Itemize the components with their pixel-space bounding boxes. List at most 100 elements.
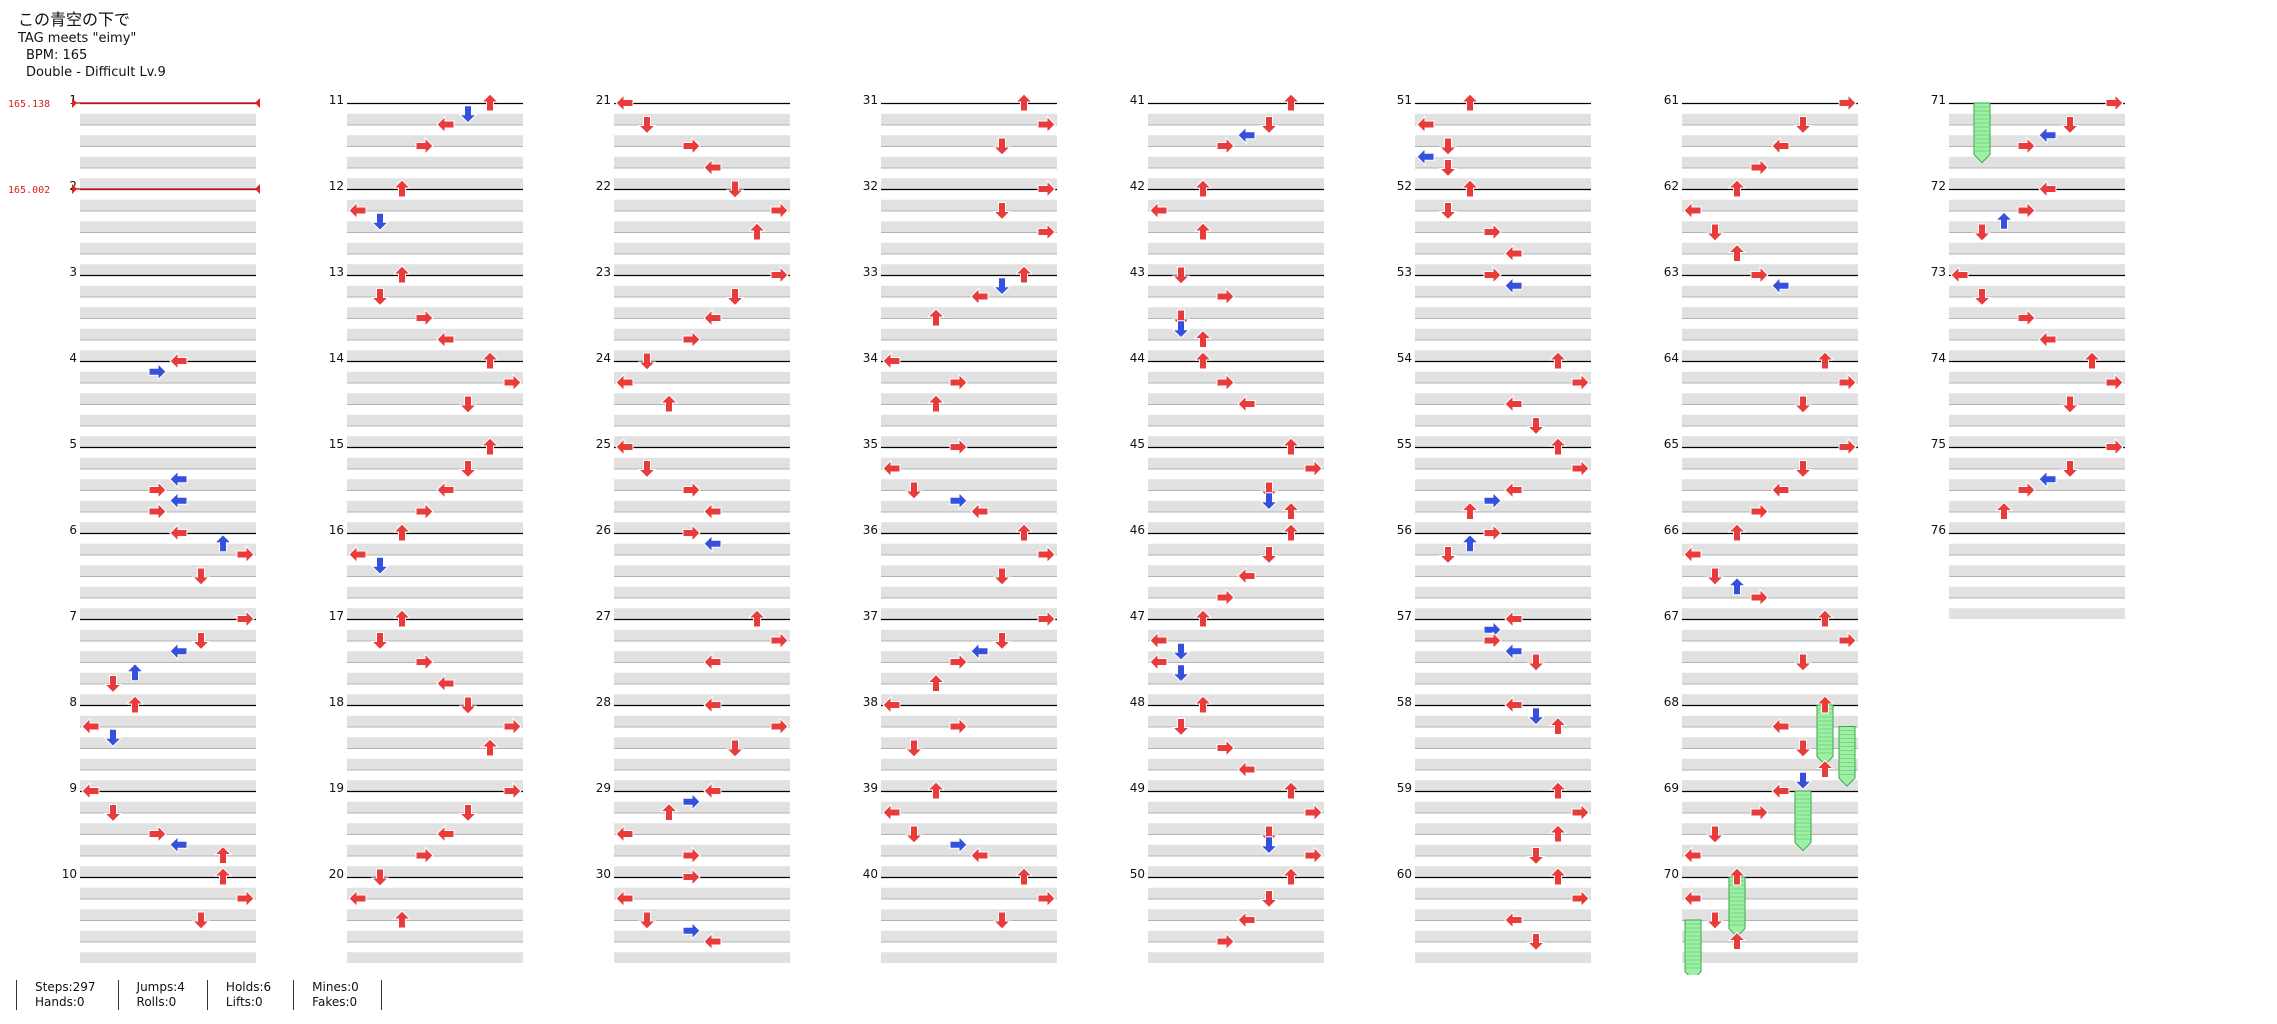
difficulty-label: Double - Difficult Lv.9 [26, 65, 166, 80]
beat-stripe [80, 952, 256, 963]
step-arrow-icon [1504, 244, 1523, 263]
step-arrow-icon [1037, 179, 1056, 199]
step-arrow-icon [236, 889, 255, 908]
beat-stripe [881, 328, 1057, 340]
measure-number: 54 [1397, 351, 1412, 365]
beat-stripe [1148, 264, 1324, 275]
measure-block: 19 [329, 781, 523, 877]
step-arrow-icon [1460, 179, 1480, 198]
measure-number: 36 [863, 523, 878, 537]
measure-block: 25 [596, 437, 790, 533]
step-chart: 1234567891011121314151617181920212223242… [8, 93, 2125, 975]
measure-number: 37 [863, 609, 878, 623]
beat-stripe [881, 608, 1057, 619]
beat-stripe [1415, 887, 1591, 899]
beat-stripe [80, 694, 256, 705]
measure-number: 60 [1397, 867, 1412, 881]
step-arrow-icon [1683, 846, 1702, 865]
beat-stripe [881, 285, 1057, 297]
beat-stripe [1148, 586, 1324, 598]
step-arrow-icon [1504, 642, 1523, 661]
beat-stripe [1682, 737, 1858, 748]
measure-number: 41 [1130, 93, 1145, 107]
step-arrow-icon [1793, 771, 1813, 790]
measure-number: 68 [1664, 695, 1679, 709]
beat-stripe [614, 393, 790, 404]
measure-number: 12 [329, 179, 344, 193]
beat-stripe [614, 307, 790, 318]
beat-stripe [80, 780, 256, 791]
beat-stripe [1148, 844, 1324, 856]
beat-stripe [614, 758, 790, 770]
beat-stripe [1682, 866, 1858, 877]
measure-block: 62 [1664, 179, 1858, 275]
beat-stripe [80, 737, 256, 748]
step-arrow-icon [458, 105, 478, 124]
measure-block: 39 [863, 781, 1057, 877]
beat-stripe [614, 909, 790, 920]
measure-block: 59 [1397, 781, 1591, 877]
beat-stripe [614, 737, 790, 748]
beat-stripe [1949, 371, 2125, 383]
beat-stripe [881, 457, 1057, 469]
step-arrow-icon [949, 835, 968, 854]
step-arrow-icon [1237, 760, 1256, 779]
beat-stripe [80, 844, 256, 856]
step-arrow-icon [1548, 716, 1568, 735]
beat-stripe [1148, 178, 1324, 189]
measure-block: 72 [1931, 179, 2125, 275]
beat-stripe [1682, 285, 1858, 297]
measure-number: 69 [1664, 781, 1679, 795]
step-arrow-icon [703, 308, 722, 328]
step-arrow-icon [1771, 480, 1790, 500]
song-title: この青空の下で [18, 10, 131, 29]
beat-stripe [1415, 178, 1591, 189]
step-arrow-icon [1838, 373, 1857, 392]
hold-body [1684, 919, 1702, 975]
step-arrow-icon [1571, 459, 1590, 478]
step-arrow-icon [1460, 93, 1480, 112]
beat-stripe [614, 178, 790, 189]
beat-stripe [881, 780, 1057, 791]
beat-stripe [1415, 156, 1591, 168]
measure-block: 38 [863, 695, 1057, 791]
measure-block: 76 [1931, 523, 2125, 619]
step-arrow-icon [1815, 351, 1835, 370]
beat-stripe [1682, 457, 1858, 469]
step-arrow-icon [1838, 437, 1857, 457]
step-arrow-icon [1171, 718, 1191, 737]
beat-stripe [80, 285, 256, 297]
measure-block: 56 [1397, 523, 1591, 619]
step-arrow-icon [1281, 781, 1301, 800]
step-arrow-icon [1438, 159, 1458, 178]
step-arrow-icon [1705, 223, 1725, 242]
step-arrow-icon [370, 212, 390, 231]
beat-stripe [347, 156, 523, 168]
step-arrow-icon [703, 158, 722, 177]
beat-stripe [1415, 844, 1591, 856]
beat-stripe [1415, 221, 1591, 232]
step-arrow-icon [480, 351, 500, 370]
hold-shape [1973, 102, 1991, 164]
beat-stripe [1682, 608, 1858, 619]
beat-stripe [1682, 780, 1858, 791]
step-arrow-icon [1216, 738, 1235, 758]
beat-stripe [1148, 909, 1324, 920]
step-arrow-icon [1771, 717, 1790, 736]
beat-stripe [881, 737, 1057, 748]
hold-body [1816, 704, 1834, 766]
measure-number: 9 [69, 781, 77, 795]
beat-stripe [614, 242, 790, 254]
step-arrow-icon [949, 652, 968, 672]
step-arrow-icon [2017, 136, 2036, 156]
step-arrow-icon [213, 534, 233, 553]
beat-stripe [1682, 350, 1858, 361]
beat-stripe [614, 565, 790, 576]
measure-number: 29 [596, 781, 611, 795]
measure-number: 16 [329, 523, 344, 537]
step-arrow-icon [1548, 867, 1568, 886]
step-arrow-icon [415, 136, 434, 156]
step-arrow-icon [1727, 867, 1747, 886]
step-arrow-icon [1237, 394, 1256, 414]
beat-stripe [1682, 371, 1858, 383]
